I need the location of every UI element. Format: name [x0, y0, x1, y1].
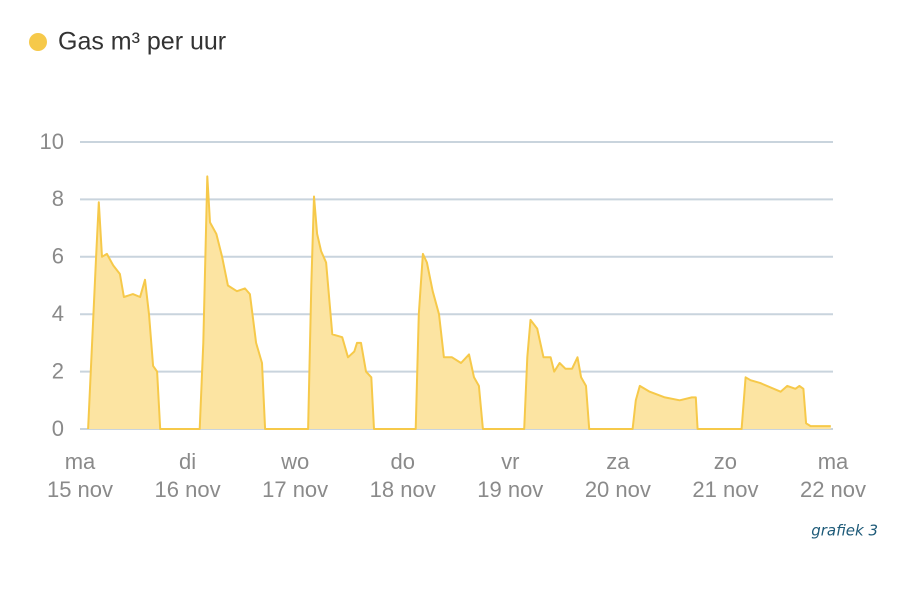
x-tick-label: ma	[818, 449, 849, 474]
y-tick-label: 8	[52, 186, 64, 211]
x-tick-label: di	[179, 449, 196, 474]
x-tick-date: 16 nov	[155, 477, 221, 502]
area-line	[87, 175, 831, 430]
x-tick-date: 22 nov	[800, 477, 866, 502]
x-tick-label: vr	[501, 449, 519, 474]
legend-marker	[29, 33, 47, 51]
caption: grafiek 3	[811, 522, 878, 540]
legend-label: Gas m³ per uur	[58, 28, 226, 56]
x-tick-date: 21 nov	[692, 477, 758, 502]
x-tick-label: wo	[280, 449, 309, 474]
area-fill	[88, 176, 831, 429]
y-tick-label: 6	[52, 244, 64, 269]
x-tick-label: zo	[714, 449, 737, 474]
x-tick-date: 20 nov	[585, 477, 651, 502]
x-tick-label: do	[390, 449, 414, 474]
x-tick-date: 15 nov	[47, 477, 113, 502]
y-tick-label: 4	[52, 301, 64, 326]
y-tick-label: 0	[52, 416, 64, 441]
x-tick-date: 18 nov	[370, 477, 436, 502]
y-tick-label: 10	[40, 129, 64, 154]
x-tick-date: 19 nov	[477, 477, 543, 502]
y-tick-label: 2	[52, 358, 64, 383]
x-tick-label: ma	[65, 449, 96, 474]
x-tick-label: za	[606, 449, 630, 474]
x-tick-date: 17 nov	[262, 477, 328, 502]
